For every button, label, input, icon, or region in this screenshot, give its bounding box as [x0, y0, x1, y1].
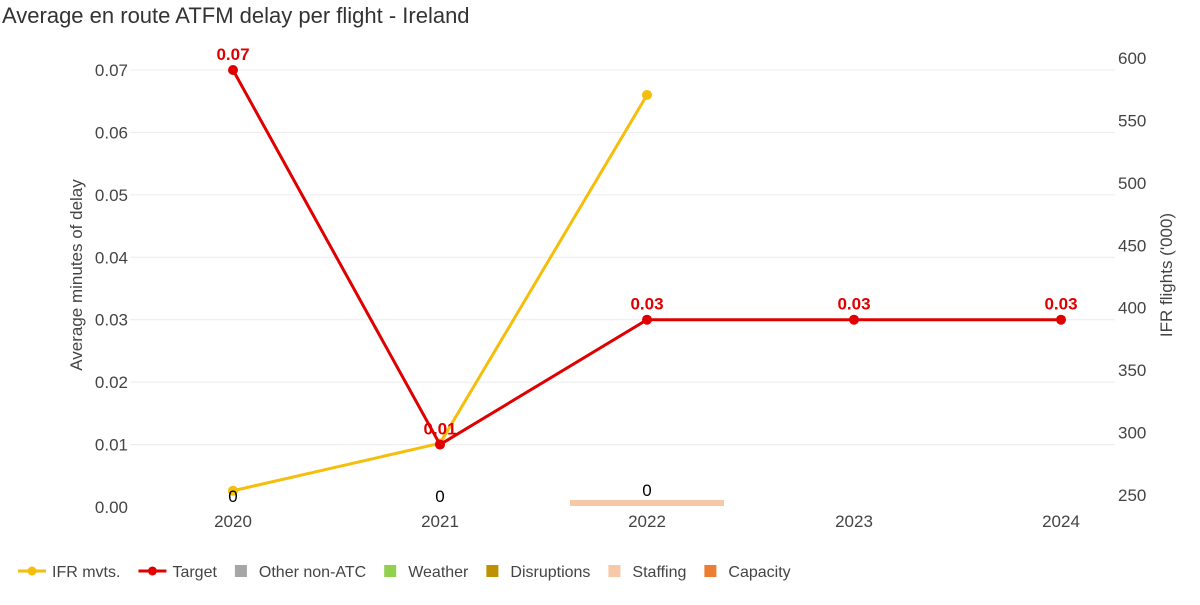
point-ifr-mvts: [642, 89, 652, 100]
right-tick-label: 500: [1118, 174, 1146, 193]
gridlines: [130, 69, 1115, 446]
point-target: [1056, 314, 1066, 325]
x-tick-label: 2022: [628, 512, 666, 531]
total-delay-label: 0: [435, 487, 444, 506]
legend-label-disruptions: Disruptions: [510, 564, 590, 581]
right-tick-label: 300: [1118, 424, 1146, 443]
point-target: [435, 439, 445, 450]
bar-staffing: [570, 500, 724, 506]
legend: IFR mvts. Target Other non-ATC Weather Disru…: [18, 564, 791, 581]
target-data-label: 0.01: [423, 420, 456, 439]
right-tick-label: 350: [1118, 361, 1146, 380]
legend-label-other-non-atc: Other non-ATC: [259, 564, 366, 581]
left-tick-label: 0.03: [95, 311, 128, 330]
right-tick-label: 600: [1118, 49, 1146, 68]
left-tick-label: 0.06: [95, 123, 128, 142]
right-tick-label: 450: [1118, 236, 1146, 255]
x-tick-label: 2023: [835, 512, 873, 531]
left-tick-label: 0.02: [95, 373, 128, 392]
point-target: [642, 314, 652, 325]
target-data-label: 0.03: [630, 295, 663, 314]
point-ifr-mvts: [228, 485, 238, 496]
total-delay-label: 0: [228, 487, 237, 506]
legend-marker-ifr-mvts: [27, 566, 37, 576]
legend-swatch-capacity: [704, 565, 717, 577]
right-axis-ticks: 250 300 350 400 450 500 550 600: [1118, 49, 1146, 505]
legend-label-capacity: Capacity: [728, 564, 790, 581]
target-data-label: 0.03: [837, 295, 870, 314]
left-tick-label: 0.07: [95, 61, 128, 80]
x-tick-label: 2020: [214, 512, 252, 531]
left-tick-label: 0.05: [95, 186, 128, 205]
legend-swatch-staffing: [608, 565, 621, 577]
x-tick-label: 2021: [421, 512, 459, 531]
x-axis-ticks: 2020 2021 2022 2023 2024: [214, 512, 1080, 531]
target-data-label: 0.07: [216, 45, 249, 64]
right-tick-label: 400: [1118, 299, 1146, 318]
legend-label-staffing: Staffing: [632, 564, 686, 581]
left-axis-title: Average minutes of delay: [67, 179, 86, 371]
x-tick-label: 2024: [1042, 512, 1080, 531]
legend-swatch-other-non-atc: [234, 565, 247, 577]
left-tick-label: 0.01: [95, 436, 128, 455]
data-labels: 0.07 0.01 0.03 0.03 0.03 0 0 0: [216, 45, 1077, 506]
right-tick-label: 550: [1118, 111, 1146, 130]
legend-swatch-disruptions: [486, 565, 499, 577]
left-tick-label: 0.04: [95, 248, 128, 267]
total-delay-label: 0: [642, 481, 651, 500]
legend-swatch-weather: [384, 565, 397, 577]
bars: [570, 500, 724, 506]
point-target: [228, 65, 238, 75]
series: [228, 65, 1066, 496]
left-tick-label: 0.00: [95, 498, 128, 517]
point-target: [849, 314, 859, 325]
legend-marker-target: [147, 566, 157, 576]
legend-label-ifr-mvts: IFR mvts.: [52, 564, 120, 581]
left-axis-ticks: 0.00 0.01 0.02 0.03 0.04 0.05 0.06 0.07: [95, 61, 128, 517]
legend-label-weather: Weather: [408, 564, 469, 581]
target-data-label: 0.03: [1044, 295, 1077, 314]
legend-label-target: Target: [172, 564, 217, 581]
right-axis-title: IFR flights ('000): [1157, 213, 1176, 337]
right-tick-label: 250: [1118, 486, 1146, 505]
chart-title: Average en route ATFM delay per flight -…: [2, 3, 470, 28]
